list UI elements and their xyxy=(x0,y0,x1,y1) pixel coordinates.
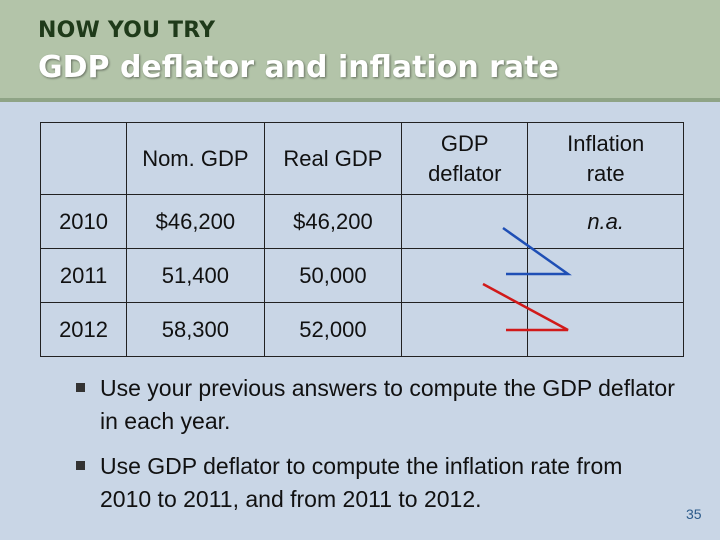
nominal-gdp-cell: $46,200 xyxy=(126,194,265,249)
header-nominal-gdp: Nom. GDP xyxy=(126,122,265,195)
inflation-rate-cell xyxy=(527,302,684,357)
gdp-deflator-cell xyxy=(401,248,529,303)
table-row: 2012 58,300 52,000 xyxy=(39,302,684,357)
square-bullet-icon xyxy=(76,383,85,392)
nominal-gdp-cell: 51,400 xyxy=(126,248,265,303)
slide-header: NOW YOU TRY GDP deflator and inflation r… xyxy=(0,0,720,102)
header-gdp-deflator-label: GDP deflator xyxy=(428,130,502,186)
table-row: 2010 $46,200 $46,200 n.a. xyxy=(39,194,684,249)
slide-title: GDP deflator and inflation rate xyxy=(38,50,559,85)
header-gdp-deflator: GDP deflator xyxy=(401,122,529,195)
bullet-list: Use your previous answers to compute the… xyxy=(76,372,676,528)
real-gdp-cell: 50,000 xyxy=(263,248,403,303)
year-cell: 2012 xyxy=(39,302,128,357)
bullet-item: Use your previous answers to compute the… xyxy=(76,372,676,438)
header-inflation-rate-label: Inflation rate xyxy=(567,130,645,186)
square-bullet-icon xyxy=(76,461,85,470)
header-real-gdp: Real GDP xyxy=(263,122,403,195)
nominal-gdp-cell: 58,300 xyxy=(126,302,265,357)
inflation-rate-cell xyxy=(527,248,684,303)
slide-kicker: NOW YOU TRY xyxy=(38,18,216,43)
slide-number: 35 xyxy=(686,506,702,522)
gdp-deflator-cell xyxy=(401,194,529,249)
bullet-text: Use GDP deflator to compute the inflatio… xyxy=(100,453,623,512)
year-cell: 2011 xyxy=(39,248,128,303)
real-gdp-cell: 52,000 xyxy=(263,302,403,357)
header-inflation-rate: Inflation rate xyxy=(527,122,684,195)
real-gdp-cell: $46,200 xyxy=(263,194,403,249)
gdp-table: Nom. GDP Real GDP GDP deflator Inflation… xyxy=(39,122,684,357)
bullet-item: Use GDP deflator to compute the inflatio… xyxy=(76,450,676,516)
table-row: 2011 51,400 50,000 xyxy=(39,248,684,303)
gdp-deflator-cell xyxy=(401,302,529,357)
inflation-rate-cell: n.a. xyxy=(527,194,684,249)
header-blank xyxy=(39,122,128,195)
table-header-row: Nom. GDP Real GDP GDP deflator Inflation… xyxy=(39,122,684,195)
year-cell: 2010 xyxy=(39,194,128,249)
bullet-text: Use your previous answers to compute the… xyxy=(100,375,675,434)
